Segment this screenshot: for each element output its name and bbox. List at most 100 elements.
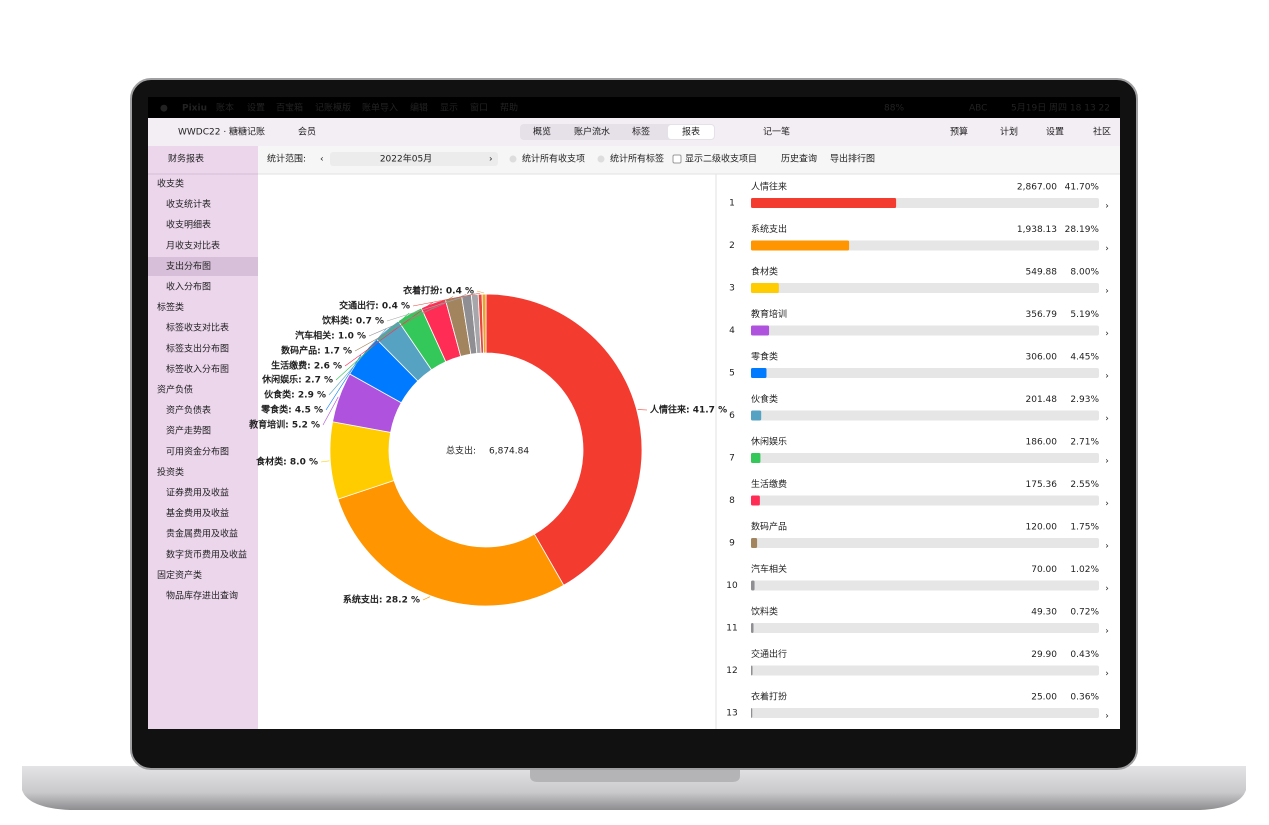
- bar-track: [751, 580, 1099, 591]
- leader-line: [320, 460, 330, 463]
- chevron[interactable]: ›: [1105, 627, 1109, 637]
- chevron[interactable]: ›: [1105, 414, 1109, 424]
- chevron[interactable]: ›: [1105, 329, 1109, 339]
- amount: 175.36: [1026, 480, 1058, 490]
- sidebar-item[interactable]: 证券费用及收益: [166, 487, 229, 499]
- sidebar-group[interactable]: 标签类: [157, 301, 184, 313]
- leader-line: [386, 293, 475, 322]
- chevron[interactable]: ›: [1105, 542, 1109, 552]
- tab-selected: [668, 125, 714, 139]
- button[interactable]: 导出排行图: [830, 153, 875, 165]
- chevron[interactable]: ›: [1105, 372, 1109, 382]
- menu-item[interactable]: 记账模版: [315, 102, 351, 114]
- slice-label: 生活缴费: 2.6 %: [271, 360, 342, 372]
- sidebar-group[interactable]: 资产负债: [157, 384, 193, 396]
- radio[interactable]: [509, 155, 517, 163]
- chevron[interactable]: ›: [1105, 244, 1109, 254]
- chevron[interactable]: ›: [1105, 499, 1109, 509]
- sidebar-item[interactable]: 可用资金分布图: [166, 445, 229, 457]
- laptop-base: [22, 766, 1246, 810]
- sidebar-item[interactable]: 标签收支对比表: [166, 322, 229, 334]
- amount: 549.88: [1026, 268, 1058, 278]
- sidebar-item[interactable]: 收支明细表: [166, 219, 211, 231]
- sidebar-item[interactable]: 收支统计表: [166, 198, 211, 210]
- category-name: 饮料类: [751, 606, 778, 618]
- chevron[interactable]: ›: [1105, 669, 1109, 679]
- chevron[interactable]: ›: [1105, 584, 1109, 594]
- category-name: 休闲娱乐: [751, 436, 787, 448]
- sidebar-item[interactable]: 基金费用及收益: [166, 507, 229, 519]
- sidebar-item[interactable]: 资产走势图: [166, 425, 211, 437]
- chevron[interactable]: ›: [1105, 202, 1109, 212]
- bar: [751, 368, 767, 378]
- amount: 1,938.13: [1017, 225, 1057, 235]
- option[interactable]: 统计所有收支项: [522, 153, 585, 165]
- percent: 1.02%: [1070, 565, 1099, 575]
- menu-item[interactable]: 显示: [440, 103, 458, 114]
- book-selector[interactable]: WWDC22 · 糖糖记账: [178, 126, 265, 138]
- menu-item[interactable]: 帮助: [500, 102, 518, 114]
- menu-item[interactable]: 窗口: [470, 102, 488, 114]
- menu-item[interactable]: 账单导入: [362, 102, 398, 114]
- toolbar-action[interactable]: 预算: [950, 126, 968, 138]
- amount: 2,867.00: [1017, 183, 1057, 193]
- amount: 70.00: [1031, 565, 1057, 575]
- option[interactable]: 显示二级收支项目: [685, 153, 757, 165]
- sidebar-group[interactable]: 投资类: [157, 466, 184, 478]
- member[interactable]: 会员: [298, 126, 316, 138]
- percent: 0.43%: [1070, 650, 1099, 660]
- tab[interactable]: 标签: [632, 126, 650, 138]
- next-button[interactable]: ›: [489, 155, 493, 165]
- category-name: 交通出行: [751, 648, 787, 660]
- rank: 4: [729, 326, 735, 336]
- sidebar-group[interactable]: 固定资产类: [157, 569, 202, 581]
- sidebar-item[interactable]: 物品库存进出查询: [166, 590, 238, 602]
- sidebar-item[interactable]: 支出分布图: [166, 260, 211, 272]
- menu-item[interactable]: 账本: [216, 102, 234, 114]
- rank: 13: [726, 709, 737, 719]
- tab-group: [520, 124, 715, 140]
- category-name: 数码产品: [751, 521, 787, 533]
- percent: 28.19%: [1065, 225, 1100, 235]
- percent: 0.36%: [1070, 693, 1099, 703]
- slice-label: 饮料类: 0.7 %: [321, 315, 384, 327]
- chevron[interactable]: ›: [1105, 287, 1109, 297]
- amount: 186.00: [1026, 438, 1058, 448]
- category-name: 人情往来: [751, 181, 787, 193]
- donut-slice: [337, 480, 565, 607]
- toolbar-action[interactable]: 社区: [1093, 126, 1111, 138]
- rank: 2: [729, 241, 735, 251]
- button[interactable]: 历史查询: [781, 153, 817, 165]
- chevron[interactable]: ›: [1105, 712, 1109, 722]
- option[interactable]: 统计所有标签: [610, 153, 664, 165]
- rank: 5: [729, 369, 735, 379]
- sidebar-group[interactable]: 收支类: [157, 178, 184, 190]
- prev-button[interactable]: ‹: [320, 155, 324, 165]
- tab[interactable]: 概览: [533, 126, 551, 138]
- menu-item[interactable]: 编辑: [410, 102, 428, 114]
- sidebar-item[interactable]: 数字货币费用及收益: [166, 548, 247, 560]
- radio[interactable]: [597, 155, 605, 163]
- tab[interactable]: 报表: [682, 126, 700, 138]
- sidebar-item[interactable]: 资产负债表: [166, 404, 211, 416]
- tab[interactable]: 账户流水: [574, 126, 610, 138]
- sidebar-item[interactable]: 月收支对比表: [166, 239, 220, 251]
- sidebar-item[interactable]: 标签支出分布图: [166, 342, 229, 354]
- menu-item[interactable]: 设置: [247, 103, 265, 114]
- bar-track: [751, 283, 1099, 293]
- toolbar-action[interactable]: 设置: [1046, 127, 1064, 138]
- sidebar-item[interactable]: 标签收入分布图: [166, 363, 229, 375]
- amount: 201.48: [1026, 395, 1058, 405]
- chevron[interactable]: ›: [1105, 457, 1109, 467]
- amount: 306.00: [1026, 353, 1058, 363]
- toolbar-action[interactable]: 计划: [1000, 126, 1018, 138]
- record-button[interactable]: 记一笔: [763, 126, 790, 138]
- bar: [751, 283, 779, 293]
- amount: 29.90: [1031, 650, 1057, 660]
- menu-item[interactable]: 百宝箱: [276, 102, 303, 114]
- app-name[interactable]: Pixiu: [182, 104, 207, 114]
- sidebar-item[interactable]: 收入分布图: [166, 281, 211, 293]
- sidebar-item[interactable]: 贵金属费用及收益: [166, 528, 238, 540]
- checkbox[interactable]: [672, 154, 682, 164]
- slice-label: 人情往来: 41.7 %: [649, 404, 727, 416]
